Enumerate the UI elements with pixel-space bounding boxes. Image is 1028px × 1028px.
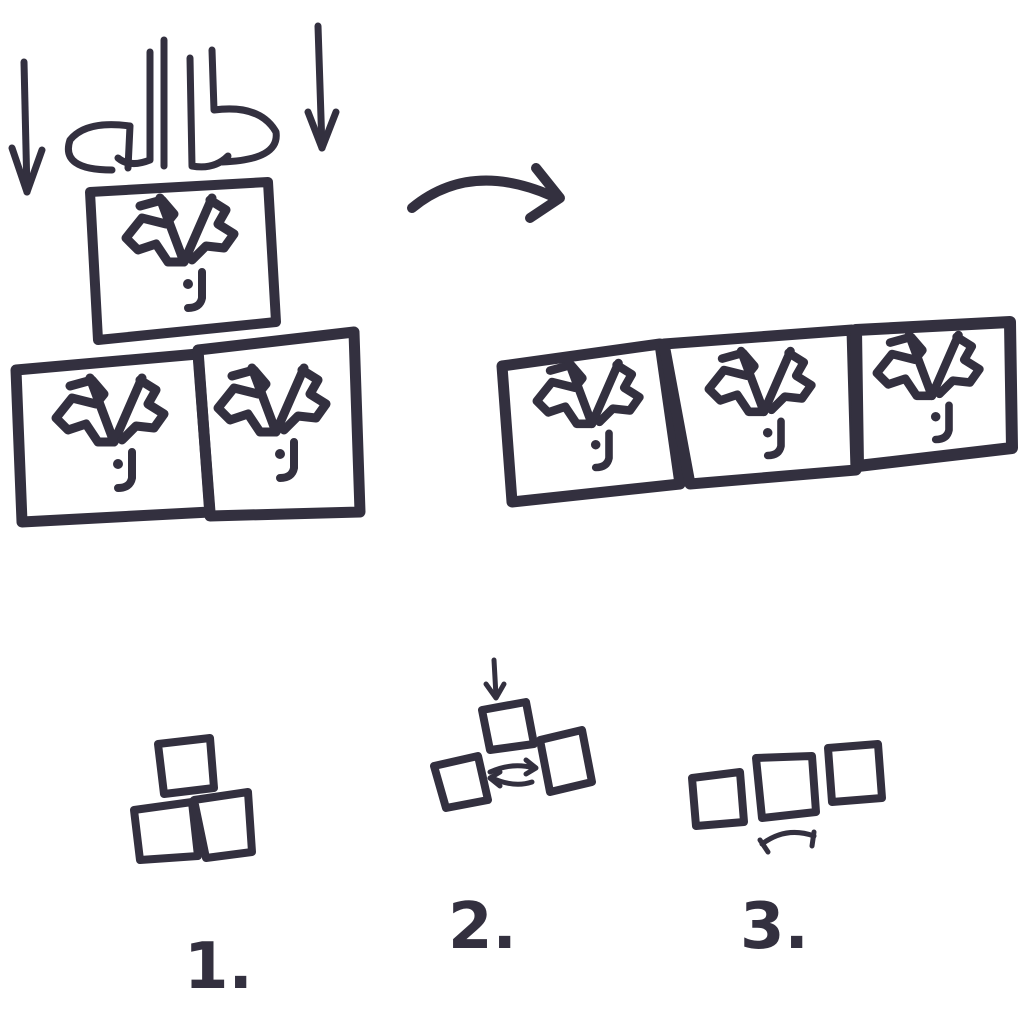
finder-tile-icon	[496, 338, 686, 508]
swap-arrow-icon	[487, 757, 539, 789]
step-3-diagram	[688, 740, 886, 855]
step-label-2: 2.	[448, 890, 517, 964]
bracket-icon	[757, 829, 817, 855]
down-arrow-right-icon	[304, 22, 340, 152]
finder-tile-icon	[850, 316, 1018, 472]
finder-tile-icon	[192, 326, 366, 522]
before-group	[8, 22, 366, 528]
step-label-3: 3.	[740, 890, 809, 964]
step-1-diagram	[130, 734, 256, 864]
down-arrow-small-icon	[483, 657, 507, 701]
squeeze-lines-icon	[65, 36, 280, 174]
step-2-diagram	[430, 657, 596, 812]
finder-tile-icon	[658, 324, 862, 490]
curved-arrow-icon	[407, 163, 565, 223]
after-group	[496, 316, 1018, 508]
finder-tile-icon	[10, 348, 216, 528]
down-arrow-left-icon	[8, 58, 46, 196]
finder-tile-icon	[85, 177, 281, 345]
step-label-1: 1.	[184, 930, 253, 1004]
